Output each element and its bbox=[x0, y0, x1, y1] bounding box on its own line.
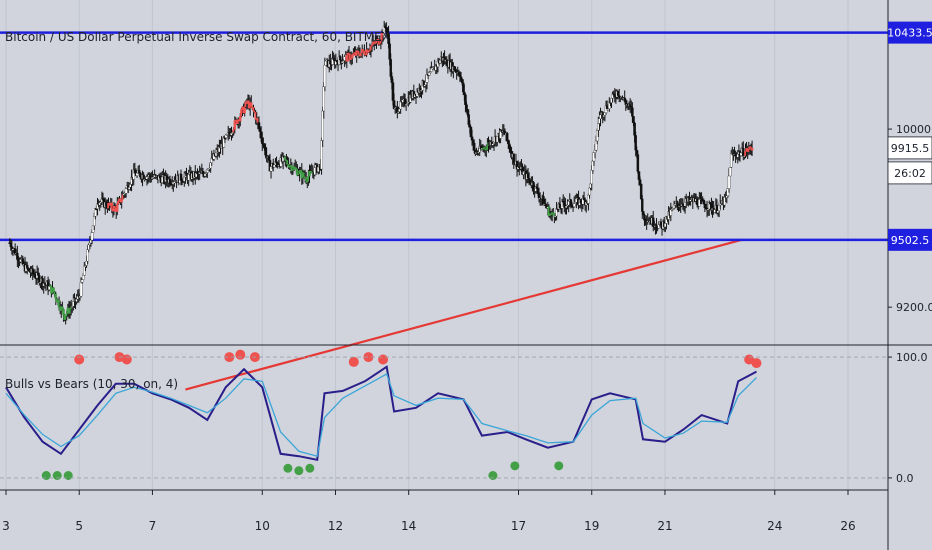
bull-marker bbox=[294, 466, 304, 476]
candle-body bbox=[81, 275, 85, 280]
candle-body bbox=[527, 178, 531, 180]
axes: 9200.0 10000.0 10433.5 9502.5 9915.5 26:02 0.0… bbox=[0, 21, 932, 533]
bull-marker bbox=[305, 463, 315, 473]
current-price-label: 9915.5 bbox=[891, 142, 930, 155]
oscillator-series-line[interactable] bbox=[5, 365, 757, 461]
candle-body bbox=[90, 232, 94, 241]
grid bbox=[5, 0, 849, 490]
time-axis-tick-label: 26 bbox=[840, 519, 855, 533]
time-axis-tick-label: 17 bbox=[511, 519, 526, 533]
candle-body bbox=[572, 203, 576, 207]
bear-marker bbox=[224, 352, 235, 363]
time-axis-tick-label: 5 bbox=[75, 519, 83, 533]
bull-marker bbox=[283, 463, 293, 473]
candle-body bbox=[728, 166, 732, 177]
oscillator-axis-tick-label: 0.0 bbox=[896, 472, 914, 485]
candle-body bbox=[659, 221, 663, 226]
price-level-tag-label: 9502.5 bbox=[891, 234, 930, 247]
candle-body bbox=[729, 153, 733, 168]
time-axis-tick-label: 7 bbox=[149, 519, 157, 533]
bear-marker bbox=[235, 349, 246, 360]
time-axis-tick-label: 12 bbox=[328, 519, 343, 533]
candle-body bbox=[750, 147, 754, 151]
bear-marker bbox=[751, 358, 762, 369]
candle-body bbox=[465, 104, 468, 110]
bear-marker bbox=[121, 354, 132, 365]
bear-marker bbox=[74, 354, 85, 365]
candle-body bbox=[120, 199, 123, 203]
candle-body bbox=[80, 279, 84, 283]
candle-body bbox=[472, 142, 476, 151]
time-axis-tick-label: 3 bbox=[2, 519, 10, 533]
candle-body bbox=[116, 203, 119, 212]
current-price-tag bbox=[887, 136, 932, 160]
time-axis-tick-label: 19 bbox=[584, 519, 599, 533]
price-axis-tick-label: 9200.0 bbox=[896, 301, 932, 314]
price-level-tag bbox=[888, 228, 932, 251]
candle-body bbox=[79, 282, 83, 297]
candle-body bbox=[631, 107, 634, 117]
time-axis-tick-label: 24 bbox=[767, 519, 782, 533]
bear-marker bbox=[378, 354, 389, 365]
candle-body bbox=[250, 102, 253, 107]
bear-marker bbox=[363, 352, 374, 363]
candle-body bbox=[636, 154, 640, 172]
time-axis-tick-label: 21 bbox=[657, 519, 672, 533]
candle-body bbox=[727, 175, 731, 189]
time-axis-tick-label: 14 bbox=[401, 519, 416, 533]
bull-marker bbox=[52, 471, 62, 480]
price-level-tag-label: 10433.5 bbox=[887, 27, 932, 40]
bull-marker bbox=[510, 461, 520, 471]
trendline[interactable] bbox=[185, 238, 743, 391]
bear-marker bbox=[348, 356, 359, 367]
price-pane[interactable] bbox=[0, 20, 888, 391]
price-level-tag bbox=[888, 21, 932, 44]
oscillator-axis-tick-label: 100.0 bbox=[896, 351, 928, 364]
candle-body bbox=[62, 309, 65, 316]
countdown-label: 26:02 bbox=[894, 167, 926, 180]
candle-body bbox=[323, 64, 327, 87]
bull-marker bbox=[488, 471, 498, 480]
candle-body bbox=[512, 153, 516, 164]
bull-marker bbox=[554, 461, 564, 471]
candle-body bbox=[641, 198, 644, 212]
candle-body bbox=[52, 287, 55, 292]
oscillator-series-line[interactable] bbox=[5, 373, 757, 458]
bull-marker bbox=[63, 471, 73, 480]
indicator-title[interactable]: Bulls vs Bears (10, 30, on, 4) bbox=[5, 377, 178, 391]
time-axis-tick-label: 10 bbox=[255, 519, 270, 533]
bull-marker bbox=[41, 471, 51, 480]
main-chart-title: Bitcoin / US Dollar Perpetual Inverse Sw… bbox=[5, 30, 390, 44]
countdown-tag bbox=[887, 161, 932, 185]
candle-body bbox=[429, 71, 432, 73]
price-axis-tick-label: 10000.0 bbox=[896, 123, 932, 136]
candle-body bbox=[338, 56, 342, 61]
